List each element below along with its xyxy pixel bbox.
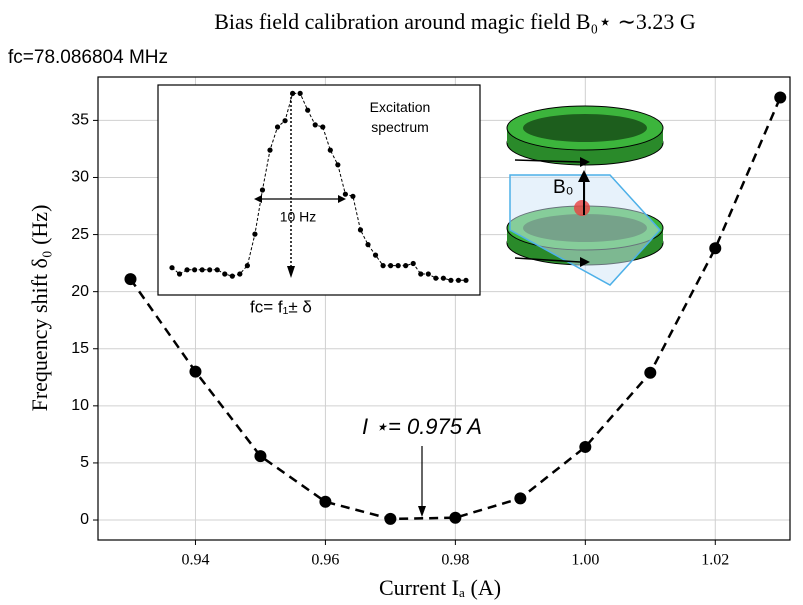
- y-tick-label: 0: [80, 511, 89, 528]
- inset-xlabel: fc= f₁± δ: [250, 297, 312, 316]
- x-tick-label: 0.94: [181, 552, 209, 569]
- point: [124, 273, 137, 286]
- point: [305, 107, 311, 113]
- point: [463, 277, 469, 283]
- b0-label: B₀: [553, 177, 574, 198]
- point: [252, 231, 258, 237]
- point: [709, 242, 722, 255]
- point: [282, 118, 288, 124]
- point: [514, 492, 527, 505]
- subtitle: fc=78.086804 MHz: [8, 47, 168, 68]
- x-tick-label: 0.98: [441, 552, 469, 569]
- point: [327, 147, 333, 153]
- point: [455, 277, 462, 283]
- y-tick-label: 35: [71, 112, 89, 129]
- point: [449, 511, 462, 524]
- point: [350, 193, 356, 199]
- magnet-illustration: B₀: [506, 105, 664, 286]
- point: [410, 260, 416, 267]
- point: [357, 227, 364, 233]
- point: [448, 277, 454, 283]
- point: [403, 263, 409, 269]
- point: [418, 271, 424, 277]
- point: [644, 366, 657, 379]
- point: [372, 252, 379, 258]
- peak-arrowhead: [287, 266, 295, 278]
- width-label: 10 Hz: [280, 209, 317, 225]
- point: [192, 267, 198, 273]
- y-tick-label: 5: [80, 454, 89, 471]
- point: [342, 191, 348, 197]
- point: [425, 271, 431, 277]
- annotation: I ⋆= 0.975 A: [362, 414, 482, 439]
- point: [244, 263, 250, 269]
- point: [237, 271, 243, 277]
- x-axis-label: Current Iₐ (A): [379, 575, 501, 600]
- y-tick-label: 10: [71, 397, 89, 414]
- point: [320, 124, 326, 130]
- y-tick-label: 25: [71, 226, 89, 243]
- chart-title: Bias field calibration around magic fiel…: [214, 9, 696, 34]
- point: [335, 162, 341, 168]
- line: [171, 92, 466, 281]
- point: [384, 512, 397, 525]
- point: [319, 495, 332, 508]
- x-tick-label: 0.96: [311, 552, 339, 569]
- point: [395, 263, 401, 269]
- inset-frame: [157, 84, 481, 296]
- point: [229, 273, 235, 279]
- y-tick-label: 15: [71, 340, 89, 357]
- point: [433, 275, 439, 281]
- point: [222, 271, 228, 277]
- point: [189, 365, 202, 378]
- point: [440, 275, 446, 281]
- point: [254, 450, 267, 463]
- point: [176, 271, 183, 277]
- inset: Excitation spectrum 10 Hz: [157, 84, 481, 296]
- point: [207, 267, 213, 273]
- y-tick-label: 30: [71, 169, 89, 186]
- point: [380, 263, 386, 269]
- width-arrowhead: [338, 195, 346, 203]
- point: [365, 242, 371, 248]
- line: [129, 97, 782, 521]
- point: [199, 267, 205, 273]
- point: [312, 122, 318, 128]
- point: [214, 267, 220, 273]
- plot: 0.94 0.96 0.98 1.00 1.02 0 5 10 15 20 25 30 35: [71, 91, 787, 569]
- point: [579, 440, 592, 453]
- x-tick-label: 1.02: [701, 552, 729, 569]
- x-tick-label: 1.00: [571, 552, 599, 569]
- point: [388, 263, 394, 269]
- point: [169, 265, 175, 271]
- point: [297, 90, 303, 96]
- point: [274, 124, 281, 130]
- y-axis-label: Frequency shift δ₀ (Hz): [27, 205, 52, 412]
- y-tick-label: 20: [71, 283, 89, 300]
- annotation-arrowhead: [418, 506, 426, 517]
- width-arrowhead: [254, 195, 262, 203]
- plot-frame: [97, 76, 791, 541]
- point: [259, 187, 266, 193]
- point: [184, 267, 190, 273]
- inset-title: Excitation spectrum: [370, 99, 431, 135]
- point: [774, 91, 787, 104]
- point: [267, 147, 273, 153]
